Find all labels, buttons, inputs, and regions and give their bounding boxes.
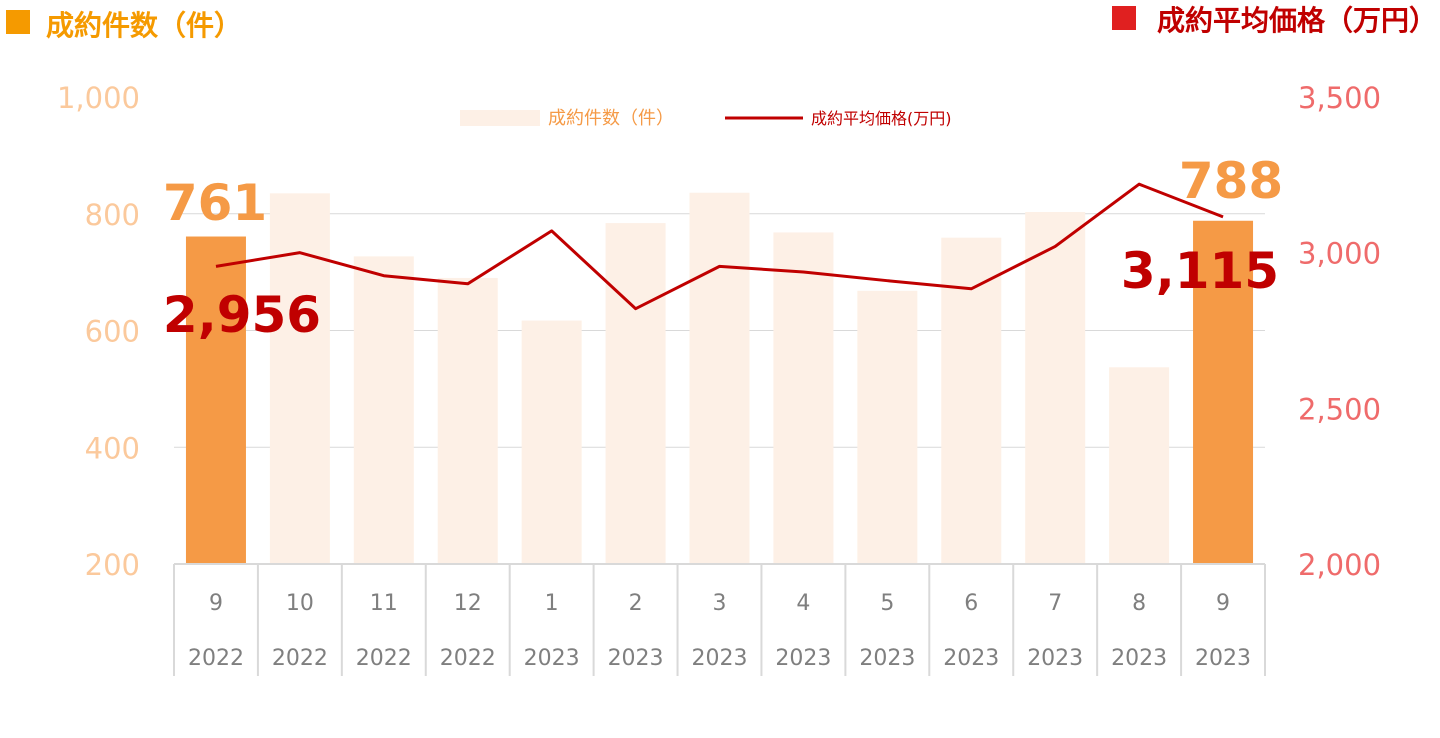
left-header-marker <box>6 10 30 34</box>
right-header-marker <box>1112 6 1136 30</box>
line-label-last: 3,115 <box>1121 242 1279 300</box>
y-left-tick-label: 400 <box>85 431 140 465</box>
x-tick-year: 2023 <box>1111 646 1167 671</box>
bar-highlight <box>1193 220 1254 564</box>
x-tick-month: 11 <box>370 591 398 616</box>
y-left-tick-label: 600 <box>85 315 140 349</box>
x-tick-month: 9 <box>1216 591 1230 616</box>
x-tick-month: 5 <box>880 591 894 616</box>
bar <box>521 320 582 564</box>
bar <box>437 277 498 564</box>
x-tick-year: 2023 <box>524 646 580 671</box>
line-series <box>215 182 1224 311</box>
x-tick-year: 2022 <box>440 646 496 671</box>
price-line <box>215 182 1224 311</box>
x-tick-month: 2 <box>629 591 643 616</box>
x-tick-year: 2023 <box>692 646 748 671</box>
legend-bar-swatch <box>460 110 540 126</box>
bar <box>353 256 414 564</box>
x-tick-month: 6 <box>964 591 978 616</box>
x-tick-month: 4 <box>796 591 810 616</box>
x-tick-month: 7 <box>1048 591 1062 616</box>
x-axis: 9 2022 10 2022 11 2022 12 2022 1 2023 2 2023 3 2023 4 2… <box>173 563 1266 676</box>
bar <box>269 193 330 564</box>
bar <box>941 237 1002 564</box>
y-right-tick-label: 2,000 <box>1298 548 1381 582</box>
right-header-title: 成約平均価格（万円） <box>1157 4 1437 37</box>
x-tick-year: 2022 <box>356 646 412 671</box>
x-tick-year: 2022 <box>188 646 244 671</box>
bar <box>857 290 918 564</box>
y-right-tick-label: 3,000 <box>1298 237 1381 271</box>
bar-label-last: 788 <box>1179 152 1283 210</box>
bar-label-first: 761 <box>163 174 267 232</box>
x-tick-year: 2022 <box>272 646 328 671</box>
x-tick-month: 9 <box>209 591 223 616</box>
x-tick-month: 8 <box>1132 591 1146 616</box>
bar <box>605 223 666 564</box>
x-tick-year: 2023 <box>859 646 915 671</box>
bar <box>773 232 834 564</box>
bar-series <box>185 192 1254 565</box>
y-axis-left: 200 400 600 800 1,000 <box>57 81 140 582</box>
y-right-tick-label: 2,500 <box>1298 392 1381 426</box>
legend-line-label: 成約平均価格(万円) <box>811 109 952 128</box>
y-left-tick-label: 200 <box>85 548 140 582</box>
x-tick-year: 2023 <box>775 646 831 671</box>
x-tick-year: 2023 <box>608 646 664 671</box>
left-header-title: 成約件数（件） <box>46 9 242 42</box>
line-label-first: 2,956 <box>163 286 321 344</box>
legend-bar-label: 成約件数（件） <box>548 108 674 129</box>
bar <box>1025 211 1086 564</box>
y-left-tick-label: 800 <box>85 198 140 232</box>
y-axis-right: 2,000 2,500 3,000 3,500 <box>1298 81 1381 582</box>
x-tick-year: 2023 <box>1195 646 1251 671</box>
x-tick-year: 2023 <box>1027 646 1083 671</box>
x-tick-month: 12 <box>454 591 482 616</box>
x-tick-month: 3 <box>713 591 727 616</box>
y-right-tick-label: 3,500 <box>1298 81 1381 115</box>
bar <box>689 192 750 565</box>
y-left-tick-label: 1,000 <box>57 81 140 115</box>
bar <box>1109 367 1170 564</box>
x-tick-year: 2023 <box>943 646 999 671</box>
x-tick-month: 10 <box>286 591 314 616</box>
legend: 成約件数（件） 成約平均価格(万円) <box>460 108 952 129</box>
x-tick-month: 1 <box>545 591 559 616</box>
bar-highlight <box>185 236 246 565</box>
